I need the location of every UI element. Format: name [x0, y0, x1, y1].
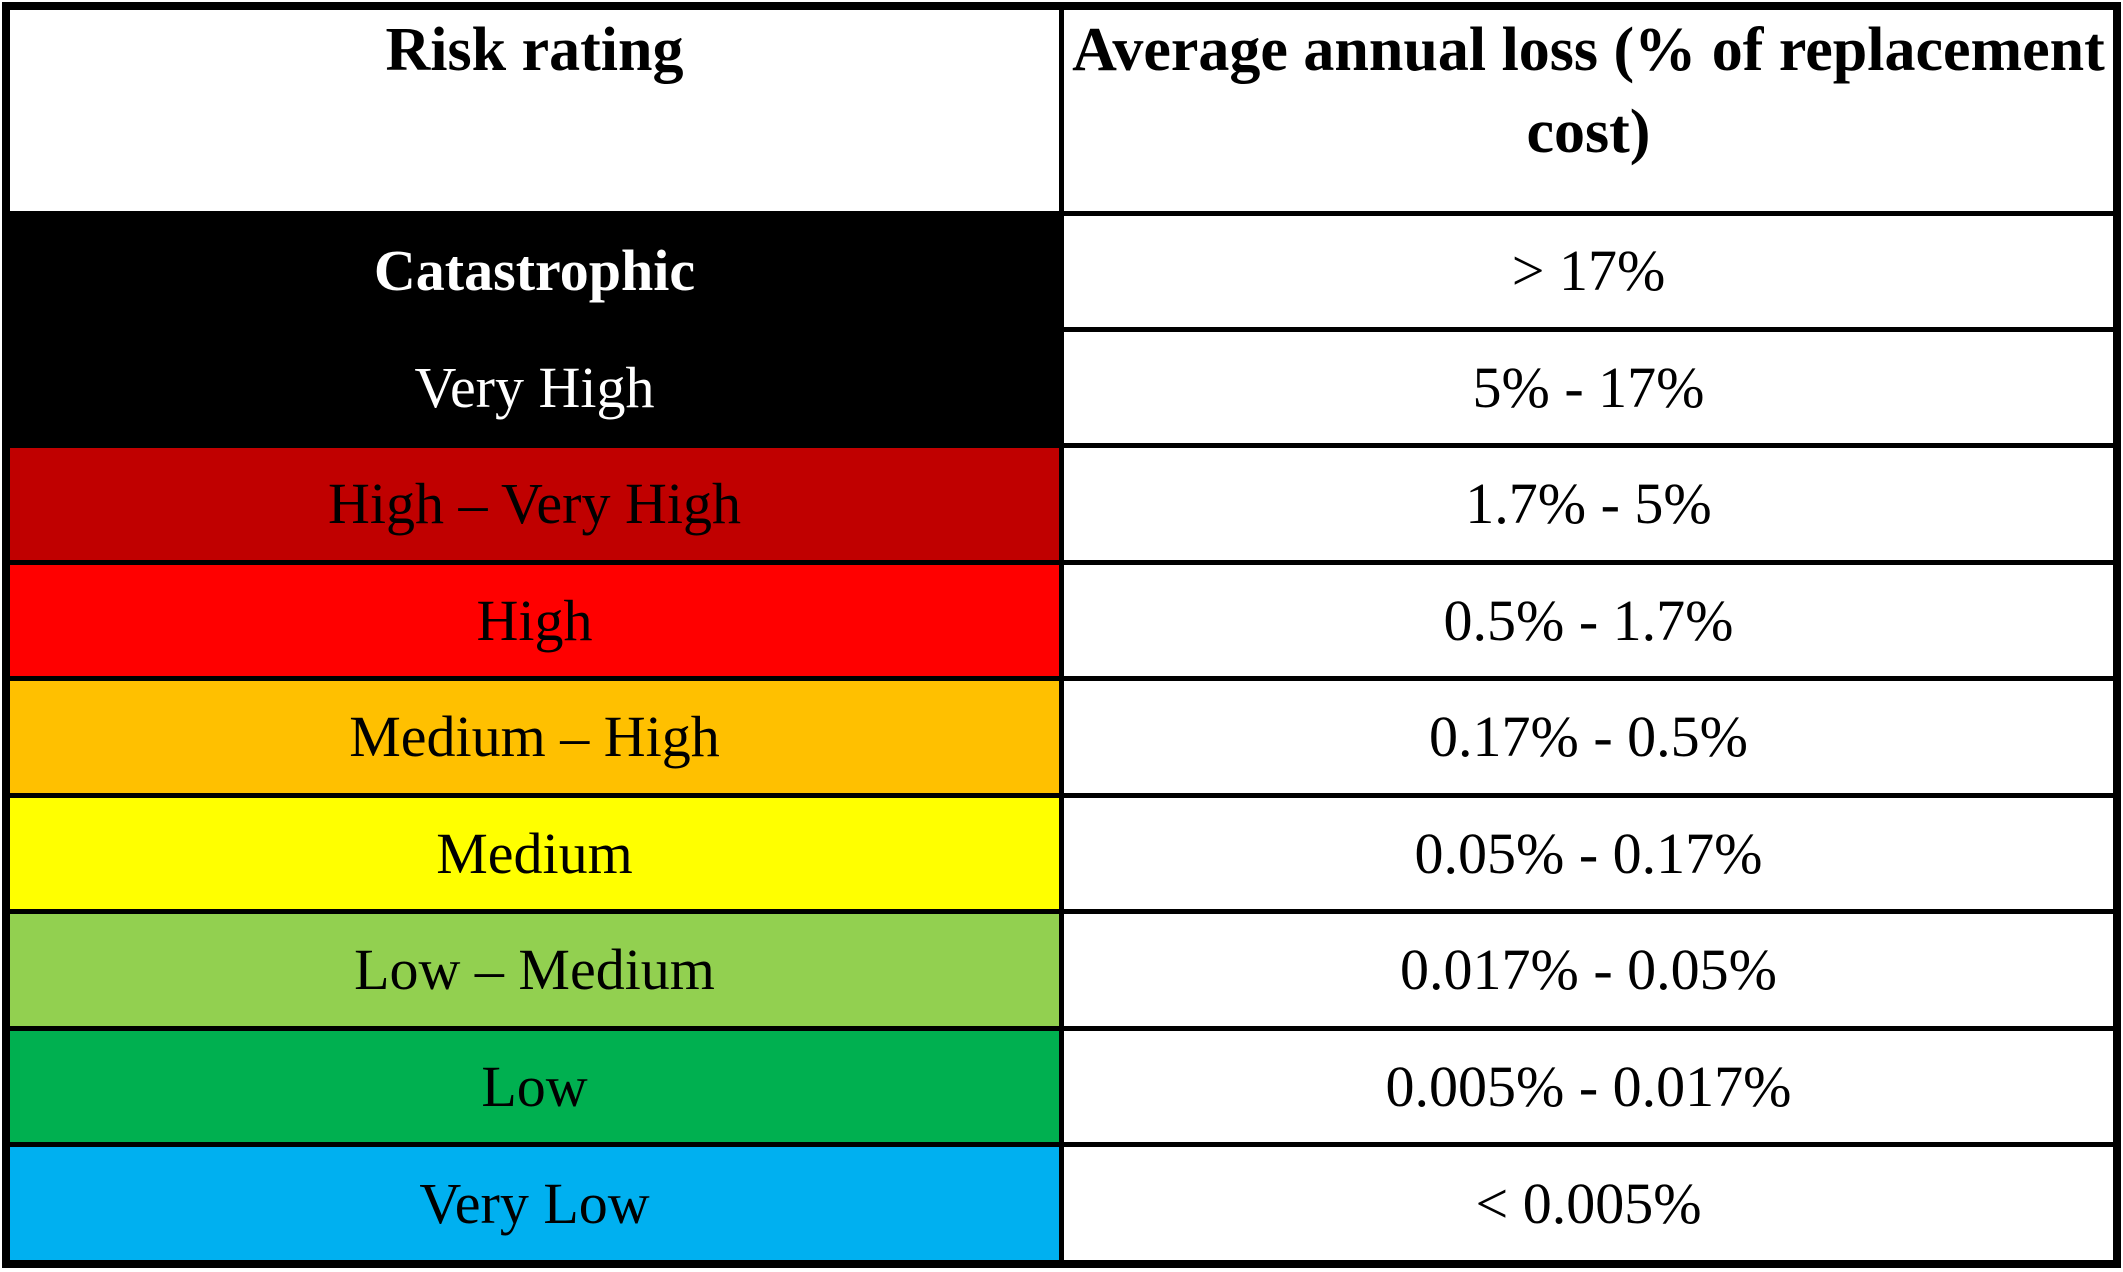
column-header-average-annual-loss: Average annual loss (% of replacement co… — [1059, 3, 2120, 216]
table-row: Very Low < 0.005% — [3, 1142, 2120, 1267]
loss-cell-high: 0.5% - 1.7% — [1059, 559, 2120, 682]
table-row: Low – Medium 0.017% - 0.05% — [3, 909, 2120, 1031]
table-row: Medium 0.05% - 0.17% — [3, 792, 2120, 915]
rating-cell-very-low: Very Low — [3, 1142, 1064, 1267]
loss-cell-high-very-high: 1.7% - 5% — [1059, 443, 2120, 565]
column-header-risk-rating: Risk rating — [3, 3, 1064, 216]
rating-cell-low: Low — [3, 1025, 1064, 1148]
rating-cell-catastrophic: Catastrophic — [3, 210, 1064, 332]
table-row: Medium – High 0.17% - 0.5% — [3, 676, 2120, 798]
loss-cell-medium-high: 0.17% - 0.5% — [1059, 676, 2120, 798]
loss-cell-low: 0.005% - 0.017% — [1059, 1025, 2120, 1148]
loss-cell-low-medium: 0.017% - 0.05% — [1059, 909, 2120, 1031]
rating-cell-medium: Medium — [3, 792, 1064, 915]
table-row: High 0.5% - 1.7% — [3, 559, 2120, 682]
loss-cell-medium: 0.05% - 0.17% — [1059, 792, 2120, 915]
rating-cell-low-medium: Low – Medium — [3, 909, 1064, 1031]
rating-cell-very-high: Very High — [3, 326, 1064, 449]
table-row: Very High 5% - 17% — [3, 326, 2120, 449]
loss-cell-very-low: < 0.005% — [1059, 1142, 2120, 1267]
table-row: Low 0.005% - 0.017% — [3, 1025, 2120, 1148]
rating-cell-medium-high: Medium – High — [3, 676, 1064, 798]
table-row: Catastrophic > 17% — [3, 210, 2120, 332]
rating-cell-high: High — [3, 559, 1064, 682]
table-header-row: Risk rating Average annual loss (% of re… — [3, 3, 2120, 216]
table-row: High – Very High 1.7% - 5% — [3, 443, 2120, 565]
loss-cell-very-high: 5% - 17% — [1059, 326, 2120, 449]
rating-cell-high-very-high: High – Very High — [3, 443, 1064, 565]
loss-cell-catastrophic: > 17% — [1059, 210, 2120, 332]
